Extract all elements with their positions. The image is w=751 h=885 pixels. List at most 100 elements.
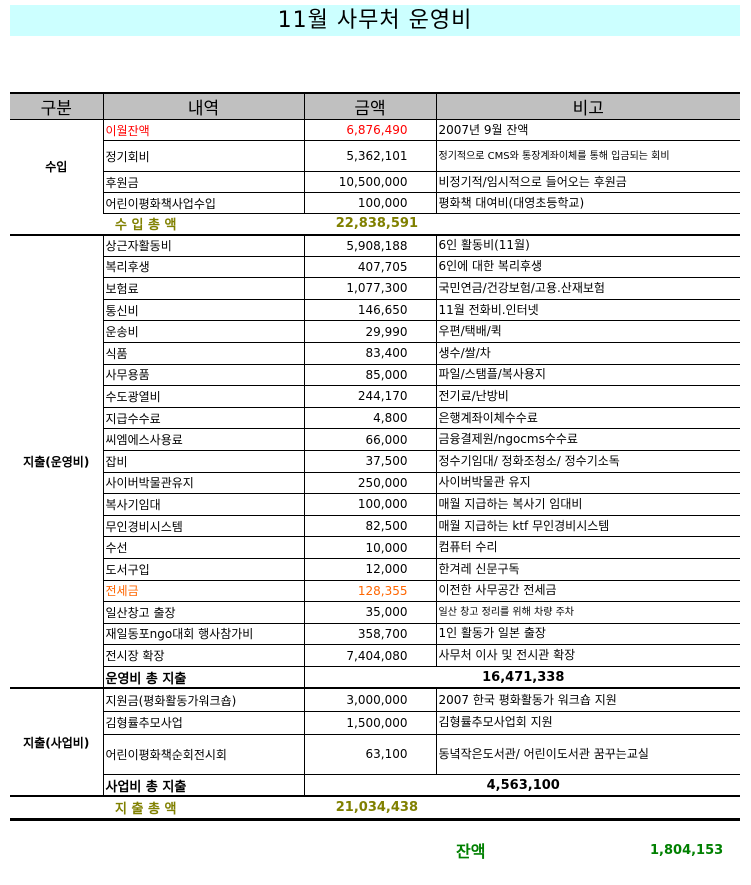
note-cell: 이전한 사무공간 전세금 (435, 579, 740, 603)
table-row: 정기회비 5,362,101 정기적으로 CMS와 통장계좌이체를 통해 입금되는 … (10, 140, 740, 172)
table-row: 지출(운영비) 상근자활동비 5,908,188 6인 활동비(11월) (10, 234, 740, 689)
item-cell: 씨엠에스사용료 (103, 428, 305, 451)
item-cell: 어린이평화책순회전시회 (103, 733, 305, 775)
item-cell: 복사기임대 (103, 493, 305, 516)
amount-cell: 37,500 (303, 449, 437, 473)
table-row: 어린이평화책사업수입 100,000 평화책 대여비(대영초등학교) (10, 192, 740, 214)
table-row: 사무용품 85,000 파일/스탬플/복사용지 (10, 363, 740, 387)
header-amount: 금액 (303, 92, 436, 120)
header-item: 내역 (102, 92, 304, 120)
item-cell: 후원금 (103, 171, 305, 193)
expense-total-row: 지 출 총 액 21,034,438 (10, 796, 740, 820)
total-value: 22,838,591 (335, 216, 418, 232)
note-cell: 정기적으로 CMS와 통장계좌이체를 통해 입금되는 회비 (435, 140, 740, 172)
amount-cell: 10,500,000 (303, 171, 437, 193)
expense-total-label: 지 출 총 액 (115, 802, 177, 818)
amount-cell: 250,000 (303, 471, 437, 495)
table-row: 무인경비시스템 82,500 매월 지급하는 ktf 무인경비시스템 (10, 514, 740, 538)
amount-cell: 82,500 (303, 514, 437, 538)
item-cell: 사이버박물관유지 (103, 471, 305, 495)
note-cell: 우편/택배/퀵 (435, 320, 740, 343)
item-cell: 식품 (103, 341, 305, 365)
note-cell: 2007년 9월 잔액 (435, 119, 740, 141)
income-total-row: 수 입 총 액 22,838,591 (10, 214, 740, 235)
note-cell: 동녘작은도서관/ 어린이도서관 꿈꾸는교실 (435, 733, 740, 775)
amount-cell: 85,000 (303, 363, 437, 387)
note-cell: 컴퓨터 수리 (435, 536, 740, 559)
table-row: 복사기임대 100,000 매월 지급하는 복사기 임대비 (10, 493, 740, 516)
amount-cell: 7,404,080 (303, 644, 437, 667)
note-cell: 파일/스탬플/복사용지 (435, 363, 740, 387)
item-cell: 지원금(평화활동가워크숍) (103, 687, 305, 712)
amount-cell: 63,100 (303, 733, 437, 775)
group-label: 지출(운영비) (10, 234, 104, 689)
item-cell: 정기회비 (103, 140, 305, 172)
note-cell: 전기료/난방비 (435, 385, 740, 408)
amount-cell: 1,077,300 (303, 277, 437, 300)
item-cell: 어린이평화책사업수입 (103, 192, 305, 214)
note-cell: 생수/쌀/차 (435, 341, 740, 365)
amount-cell: 1,500,000 (303, 710, 437, 735)
table-row: 전세금 128,355 이전한 사무공간 전세금 (10, 579, 740, 603)
note-cell: 한겨레 신문구독 (435, 557, 740, 581)
table-row: 통신비 146,650 11월 전화비.인터넷 (10, 298, 740, 322)
table-row: 보험료 1,077,300 국민연금/건강보험/고용.산재보험 (10, 277, 740, 300)
amount-cell: 35,000 (303, 601, 437, 624)
table-row: 잡비 37,500 정수기임대/ 정화조청소/ 정수기소독 (10, 449, 740, 473)
subtotal-value: 4,563,100 (303, 773, 740, 797)
amount-cell: 12,000 (303, 557, 437, 581)
item-cell: 지급수수료 (103, 406, 305, 430)
subtotal-label: 운영비 총 지출 (103, 665, 305, 689)
header-note: 비고 (435, 92, 740, 120)
page-title: 11월 사무처 운영비 (10, 5, 740, 36)
amount-cell: 244,170 (303, 385, 437, 408)
amount-cell: 407,705 (303, 255, 437, 279)
note-cell: 비정기적/임시적으로 들어오는 후원금 (435, 171, 740, 193)
note-cell: 은행계좌이체수수료 (435, 406, 740, 430)
amount-cell: 29,990 (303, 320, 437, 343)
note-cell: 사무처 이사 및 전시관 확장 (435, 644, 740, 667)
amount-cell: 128,355 (303, 579, 437, 603)
item-cell: 전세금 (103, 579, 305, 603)
note-cell: 매월 지급하는 ktf 무인경비시스템 (435, 514, 740, 538)
table-row: 전시장 확장 7,404,080 사무처 이사 및 전시관 확장 (10, 644, 740, 667)
note-cell: 11월 전화비.인터넷 (435, 298, 740, 322)
amount-cell: 4,800 (303, 406, 437, 430)
item-cell: 사무용품 (103, 363, 305, 387)
subtotal-row: 사업비 총 지출 4,563,100 (10, 773, 740, 797)
subtotal-value: 16,471,338 (303, 665, 740, 689)
balance-value: 1,804,153 (650, 843, 724, 858)
table-row: 재일동포ngo대회 행사참가비 358,700 1인 활동가 일본 출장 (10, 622, 740, 646)
note-cell: 사이버박물관 유지 (435, 471, 740, 495)
note-cell: 1인 활동가 일본 출장 (435, 622, 740, 646)
amount-cell: 5,908,188 (303, 234, 437, 257)
table-row: 어린이평화책순회전시회 63,100 동녘작은도서관/ 어린이도서관 꿈꾸는교실 (10, 733, 740, 775)
item-cell: 이월잔액 (103, 119, 305, 141)
amount-cell: 3,000,000 (303, 687, 437, 712)
note-cell: 평화책 대여비(대영초등학교) (435, 192, 740, 214)
table-row: 김형률추모사업 1,500,000 김형률추모사업회 지원 (10, 710, 740, 735)
balance-label: 잔액 (456, 842, 486, 861)
header-row: 구분 내역 금액 비고 (10, 92, 740, 120)
group-label: 수입 (10, 119, 104, 214)
item-cell: 상근자활동비 (103, 234, 305, 257)
note-cell: 일산 창고 정리를 위해 차량 주차 (435, 601, 740, 624)
table-row: 씨엠에스사용료 66,000 금융결제원/ngocms수수료 (10, 428, 740, 451)
table-row: 도서구입 12,000 한겨레 신문구독 (10, 557, 740, 581)
item-cell: 복리후생 (103, 255, 305, 279)
expense-total-value: 21,034,438 (335, 800, 418, 816)
item-cell: 수도광열비 (103, 385, 305, 408)
table-row: 수입 이월잔액 6,876,490 2007년 9월 잔액 (10, 119, 740, 214)
amount-cell: 146,650 (303, 298, 437, 322)
note-cell: 금융결제원/ngocms수수료 (435, 428, 740, 451)
item-cell: 김형률추모사업 (103, 710, 305, 735)
table-row: 수선 10,000 컴퓨터 수리 (10, 536, 740, 559)
table-row: 복리후생 407,705 6인에 대한 복리후생 (10, 255, 740, 279)
amount-cell: 5,362,101 (303, 140, 437, 172)
note-cell: 국민연금/건강보험/고용.산재보험 (435, 277, 740, 300)
subtotal-label: 사업비 총 지출 (103, 773, 305, 797)
item-cell: 수선 (103, 536, 305, 559)
item-cell: 도서구입 (103, 557, 305, 581)
note-cell: 6인에 대한 복리후생 (435, 255, 740, 279)
table-row: 후원금 10,500,000 비정기적/임시적으로 들어오는 후원금 (10, 171, 740, 193)
